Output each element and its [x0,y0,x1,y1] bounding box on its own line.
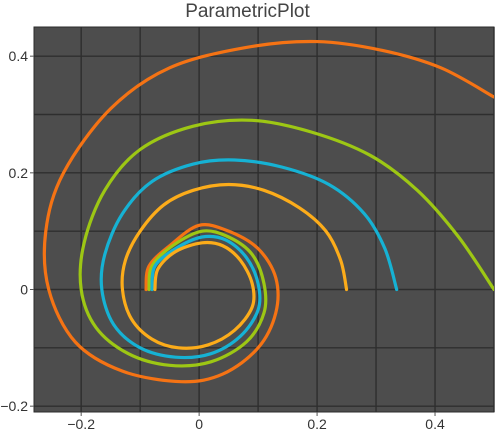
y-tick-label: 0.2 [9,165,29,181]
chart-title: ParametricPlot [185,1,310,22]
series-line-4 [120,182,349,350]
y-tick-label: 0 [20,282,28,298]
y-tick-label: −0.2 [0,398,28,414]
y-tick-label: 0.4 [9,48,29,64]
series-line-2 [78,118,494,368]
x-tick-label: 0.2 [307,416,327,432]
plot-frame [33,26,495,413]
series-line-1 [42,39,494,384]
x-tick-label: −0.2 [67,416,95,432]
series-line-3 [99,158,399,360]
x-tick-label: 0 [195,416,203,432]
plot-background [34,27,494,412]
x-tick-label: 0.4 [425,416,445,432]
